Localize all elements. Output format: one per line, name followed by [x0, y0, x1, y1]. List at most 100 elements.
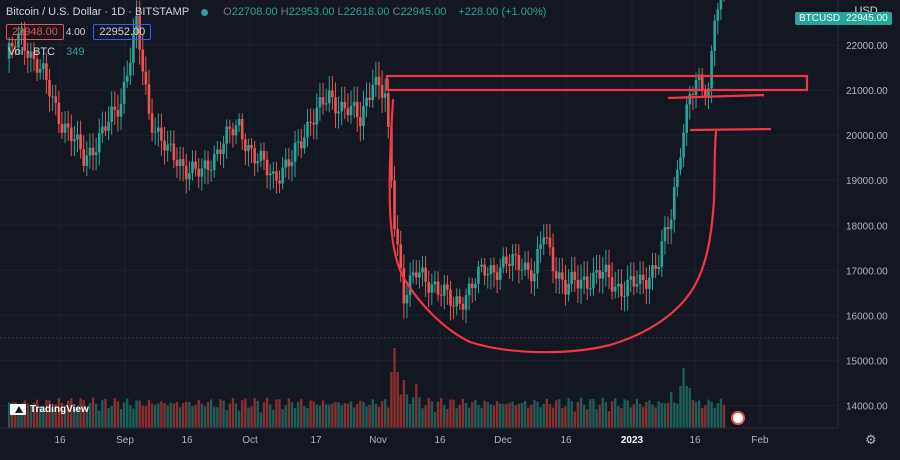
candle-body[interactable]: [91, 147, 95, 156]
candle-body[interactable]: [259, 150, 263, 162]
candle-body[interactable]: [54, 96, 58, 103]
candle-body[interactable]: [411, 272, 415, 276]
candle-body[interactable]: [101, 126, 104, 134]
candle-body[interactable]: [132, 33, 135, 63]
candle-body[interactable]: [704, 90, 707, 97]
candle-body[interactable]: [486, 274, 490, 276]
candle-body[interactable]: [455, 296, 458, 307]
candle-body[interactable]: [418, 272, 421, 278]
candle-body[interactable]: [446, 284, 449, 290]
candle-body[interactable]: [281, 167, 284, 184]
candle-body[interactable]: [352, 101, 356, 106]
candle-body[interactable]: [557, 272, 561, 279]
candle-body[interactable]: [20, 29, 23, 34]
candle-body[interactable]: [660, 241, 664, 267]
candle-body[interactable]: [402, 267, 406, 304]
candle-body[interactable]: [564, 279, 567, 295]
candle-body[interactable]: [436, 281, 440, 295]
symbol-title[interactable]: Bitcoin / U.S. Dollar · 1D · BITSTAMP: [6, 6, 190, 18]
candle-body[interactable]: [234, 125, 238, 136]
candle-body[interactable]: [483, 264, 486, 276]
candle-body[interactable]: [247, 145, 250, 152]
candle-body[interactable]: [287, 159, 291, 167]
candle-body[interactable]: [88, 147, 92, 156]
candle-body[interactable]: [648, 277, 651, 289]
candle-body[interactable]: [539, 244, 542, 249]
candle-body[interactable]: [548, 237, 552, 248]
candle-body[interactable]: [421, 267, 424, 273]
breakout-trendline[interactable]: [667, 93, 765, 100]
candle-body[interactable]: [439, 294, 443, 296]
candle-body[interactable]: [312, 122, 316, 125]
price-axis-panel[interactable]: [838, 0, 900, 455]
candle-body[interactable]: [38, 68, 42, 73]
candle-body[interactable]: [157, 127, 160, 132]
candle-body[interactable]: [197, 168, 201, 177]
candle-body[interactable]: [613, 286, 617, 292]
candle-body[interactable]: [505, 256, 508, 264]
candle-body[interactable]: [672, 187, 676, 220]
candle-body[interactable]: [191, 161, 194, 174]
candle-body[interactable]: [150, 113, 154, 133]
candle-body[interactable]: [610, 277, 614, 292]
candle-body[interactable]: [166, 144, 169, 151]
candle-body[interactable]: [17, 33, 20, 48]
candle-body[interactable]: [573, 271, 577, 281]
candle-body[interactable]: [107, 121, 110, 131]
candle-body[interactable]: [76, 134, 79, 140]
candle-body[interactable]: [589, 288, 592, 290]
candle-body[interactable]: [45, 63, 48, 80]
candle-body[interactable]: [85, 155, 89, 166]
candle-body[interactable]: [346, 108, 350, 116]
candle-body[interactable]: [371, 84, 375, 100]
candle-body[interactable]: [554, 271, 558, 279]
candle-body[interactable]: [48, 79, 51, 97]
candle-body[interactable]: [393, 180, 396, 230]
candle-body[interactable]: [368, 97, 371, 100]
candle-body[interactable]: [408, 275, 412, 296]
candle-body[interactable]: [607, 264, 611, 278]
candle-body[interactable]: [387, 93, 390, 128]
candle-body[interactable]: [35, 59, 39, 73]
candle-body[interactable]: [23, 29, 26, 51]
candle-body[interactable]: [377, 76, 381, 86]
candle-body[interactable]: [592, 272, 595, 289]
candle-body[interactable]: [511, 254, 514, 266]
candle-body[interactable]: [489, 265, 493, 275]
candle-body[interactable]: [442, 284, 446, 296]
candle-body[interactable]: [51, 96, 54, 98]
candle-body[interactable]: [644, 280, 648, 289]
candle-body[interactable]: [262, 150, 266, 160]
candle-body[interactable]: [153, 131, 157, 133]
candle-body[interactable]: [502, 256, 505, 268]
candle-body[interactable]: [626, 279, 629, 296]
candle-body[interactable]: [514, 254, 518, 256]
candle-body[interactable]: [66, 123, 70, 128]
candle-body[interactable]: [620, 283, 623, 297]
candle-body[interactable]: [306, 121, 309, 138]
candle-body[interactable]: [327, 90, 331, 104]
candle-body[interactable]: [349, 105, 353, 116]
candle-body[interactable]: [533, 273, 536, 282]
candle-body[interactable]: [480, 264, 483, 267]
candle-body[interactable]: [32, 51, 36, 60]
candle-body[interactable]: [10, 42, 14, 47]
candle-body[interactable]: [240, 119, 244, 140]
candle-body[interactable]: [299, 141, 303, 149]
candle-body[interactable]: [567, 283, 570, 295]
candle-body[interactable]: [184, 165, 188, 180]
candle-body[interactable]: [125, 75, 129, 82]
candle-body[interactable]: [253, 148, 256, 164]
candle-body[interactable]: [449, 289, 452, 306]
candle-body[interactable]: [623, 295, 626, 297]
candle-body[interactable]: [163, 140, 166, 151]
candle-body[interactable]: [318, 97, 322, 108]
candle-body[interactable]: [579, 279, 583, 289]
candle-body[interactable]: [57, 102, 61, 125]
candle-body[interactable]: [657, 266, 661, 269]
support-trendline[interactable]: [689, 127, 772, 132]
candle-body[interactable]: [29, 51, 33, 58]
candle-body[interactable]: [138, 15, 141, 50]
candle-body[interactable]: [424, 267, 427, 282]
